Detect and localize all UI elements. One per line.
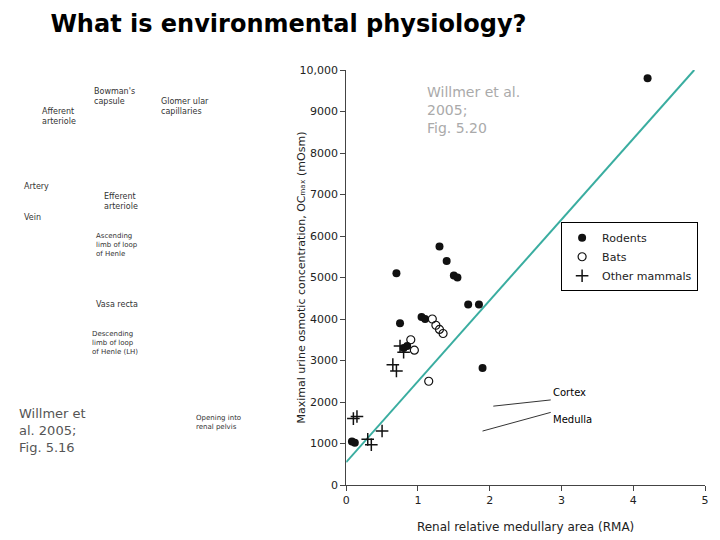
svg-text:Rodents: Rodents (602, 232, 647, 245)
svg-text:8000: 8000 (310, 147, 338, 160)
svg-text:Willmer et al.2005;Fig. 5.20: Willmer et al.2005;Fig. 5.20 (427, 84, 520, 136)
svg-text:2000: 2000 (310, 396, 338, 409)
svg-text:Efferentarteriole: Efferentarteriole (104, 192, 138, 211)
svg-text:Vasa recta: Vasa recta (96, 300, 138, 309)
svg-text:2: 2 (486, 494, 493, 507)
svg-text:0: 0 (331, 479, 338, 492)
svg-text:Glomer ularcapillaries: Glomer ularcapillaries (161, 97, 209, 116)
svg-text:Willmer etal. 2005;Fig. 5.16: Willmer etal. 2005;Fig. 5.16 (19, 406, 86, 455)
svg-text:Other mammals: Other mammals (602, 270, 691, 283)
svg-text:3000: 3000 (310, 354, 338, 367)
svg-text:10,000: 10,000 (300, 64, 339, 77)
svg-text:Cortex: Cortex (553, 387, 586, 398)
svg-text:Artery: Artery (24, 182, 49, 191)
svg-text:Medulla: Medulla (553, 414, 592, 425)
svg-text:4: 4 (630, 494, 637, 507)
svg-text:5000: 5000 (310, 271, 338, 284)
svg-text:6000: 6000 (310, 230, 338, 243)
svg-text:Maximal urine osmotic concentr: Maximal urine osmotic concentration, OCₘ… (295, 132, 308, 424)
svg-text:0: 0 (343, 494, 350, 507)
svg-text:Bowman'scapsule: Bowman'scapsule (94, 87, 135, 106)
svg-text:Bats: Bats (602, 251, 627, 264)
svg-text:Ascendinglimb of loopof Henle: Ascendinglimb of loopof Henle (96, 232, 138, 258)
svg-text:1: 1 (414, 494, 421, 507)
svg-text:3: 3 (558, 494, 565, 507)
svg-text:Vein: Vein (24, 213, 41, 222)
svg-text:7000: 7000 (310, 188, 338, 201)
svg-text:4000: 4000 (310, 313, 338, 326)
svg-text:Afferentarteriole: Afferentarteriole (42, 107, 76, 126)
svg-text:Descendinglimb of loopof Henle: Descendinglimb of loopof Henle (LH) (92, 330, 138, 356)
svg-text:Opening intorenal pelvis: Opening intorenal pelvis (196, 414, 241, 431)
svg-text:5: 5 (702, 494, 709, 507)
svg-text:What is environmental physiolo: What is environmental physiology? (50, 10, 526, 38)
svg-text:Renal relative medullary area: Renal relative medullary area (RMA) (417, 520, 634, 534)
svg-text:9000: 9000 (310, 105, 338, 118)
svg-text:1000: 1000 (310, 437, 338, 450)
